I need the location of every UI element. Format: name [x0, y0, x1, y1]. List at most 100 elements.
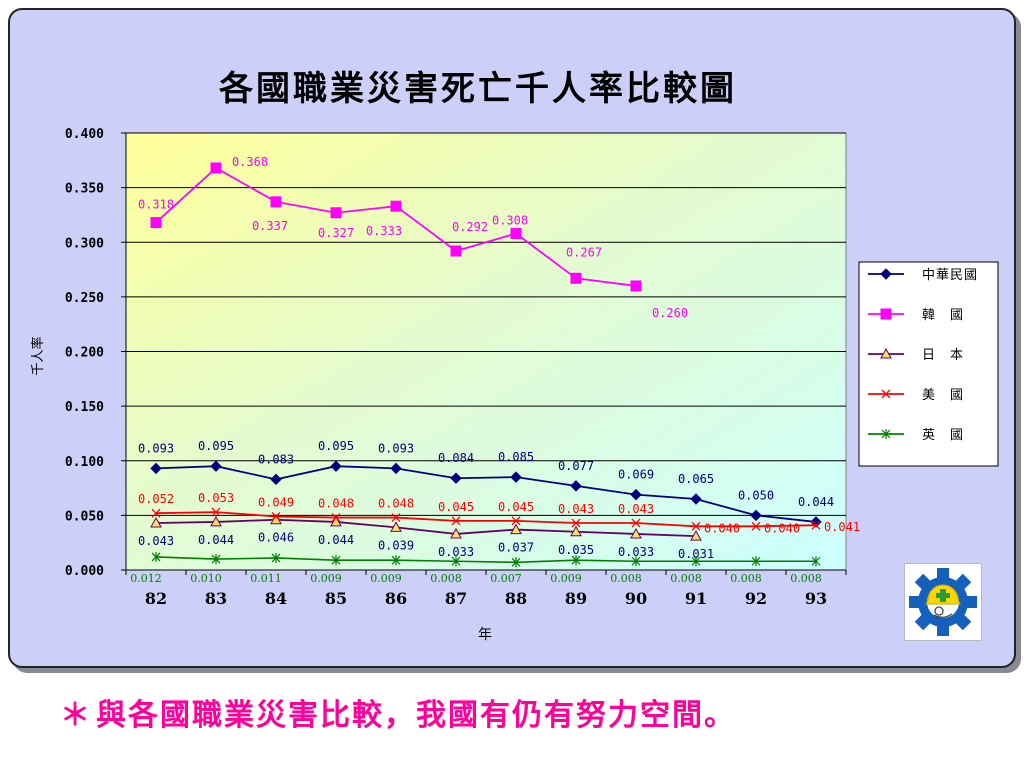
data-label: 0.010 — [190, 572, 222, 585]
data-point — [690, 530, 702, 541]
data-label: 0.008 — [430, 572, 462, 585]
data-point — [270, 473, 282, 486]
data-label: 0.095 — [198, 439, 234, 453]
data-point — [630, 527, 642, 539]
caption-text: 與各國職業災害比較，我國有仍有努力空間。 — [96, 698, 736, 733]
data-point — [570, 525, 582, 537]
data-label: 0.044 — [798, 495, 834, 509]
data-label: 0.044 — [318, 533, 354, 547]
series-line — [155, 511, 817, 528]
data-point — [331, 555, 341, 566]
data-point — [570, 480, 582, 492]
data-point — [450, 472, 462, 484]
data-label: 0.044 — [198, 533, 234, 547]
data-label: 0.007 — [490, 572, 522, 585]
data-label: 0.045 — [438, 500, 474, 514]
legend-marker — [881, 429, 891, 439]
x-tick-label: 87 — [445, 589, 467, 608]
y-axis-label: 千人率 — [30, 336, 46, 375]
legend-marker — [880, 308, 892, 320]
data-point — [391, 513, 401, 523]
y-axis: 0.000 0.050 0.100 0.150 0.200 0.250 0.300 0.350… — [65, 127, 127, 579]
data-label: 0.041 — [824, 520, 860, 534]
series-lines — [150, 162, 822, 568]
data-point — [210, 162, 222, 174]
data-point — [451, 556, 461, 567]
x-marker-stroke — [151, 508, 161, 518]
data-labels: 0.093 0.095 0.083 0.095 0.093 0.084 0.085 0.077… — [130, 155, 860, 585]
data-point — [631, 518, 641, 528]
data-label: 0.039 — [378, 538, 414, 552]
data-label: 0.043 — [618, 502, 654, 516]
x-tick-label: 93 — [805, 589, 827, 608]
series-line — [155, 465, 817, 523]
x-marker-stroke — [751, 521, 761, 531]
data-point — [451, 516, 461, 526]
data-label: 0.337 — [252, 219, 288, 233]
data-label: 0.318 — [138, 198, 174, 212]
data-label: 0.053 — [198, 491, 234, 505]
caption-star: ＊ — [60, 698, 92, 733]
data-point — [691, 521, 701, 531]
data-label: 0.084 — [438, 451, 474, 465]
data-point — [330, 460, 342, 472]
data-label: 0.033 — [618, 545, 654, 559]
x-tick-label: 92 — [745, 589, 767, 608]
data-label: 0.040 — [704, 521, 740, 535]
data-label: 0.043 — [558, 502, 594, 516]
data-point — [811, 556, 821, 567]
legend-box — [858, 261, 999, 467]
x-marker-stroke — [571, 518, 581, 528]
x-marker-stroke — [631, 518, 641, 528]
data-label: 0.008 — [790, 572, 822, 585]
data-point — [150, 516, 162, 528]
x-marker-stroke — [271, 512, 281, 521]
legend-label: 中華民國 — [922, 268, 978, 283]
data-point — [631, 556, 641, 567]
data-label: 0.260 — [652, 306, 688, 320]
legend-label: 英 國 — [922, 428, 964, 443]
y-tick-label: 0.200 — [65, 346, 104, 361]
data-label: 0.292 — [452, 220, 488, 234]
data-label: 0.037 — [498, 541, 534, 555]
data-label: 0.065 — [678, 472, 714, 486]
data-point — [210, 460, 222, 472]
data-point — [330, 515, 342, 527]
x-tick-label: 85 — [325, 589, 347, 608]
data-label: 0.031 — [678, 547, 714, 561]
data-point — [330, 207, 342, 219]
data-point — [390, 462, 402, 475]
data-label: 0.095 — [318, 439, 354, 453]
data-label: 0.008 — [670, 572, 702, 585]
data-label: 0.083 — [258, 452, 294, 466]
data-label: 0.033 — [438, 545, 474, 559]
data-point — [391, 555, 401, 566]
x-marker-stroke — [691, 521, 701, 531]
x-tick-label: 86 — [385, 589, 407, 608]
data-label: 0.050 — [738, 488, 774, 502]
data-point — [690, 493, 702, 505]
legend-label: 韓 國 — [922, 308, 964, 323]
data-label: 0.008 — [730, 572, 762, 585]
data-label: 0.333 — [366, 224, 402, 238]
data-label: 0.009 — [310, 572, 342, 585]
y-tick-label: 0.150 — [65, 400, 104, 415]
data-point — [751, 521, 761, 531]
data-point — [151, 508, 161, 518]
data-label: 0.308 — [492, 214, 528, 228]
chart-title: 各國職業災害死亡千人率比較圖 — [219, 69, 737, 109]
y-tick-label: 0.050 — [65, 509, 104, 524]
series-line — [155, 556, 816, 564]
data-label: 0.093 — [378, 441, 414, 455]
gridlines — [126, 132, 846, 516]
data-point — [390, 200, 402, 212]
data-point — [751, 556, 761, 567]
data-label: 0.267 — [566, 245, 602, 259]
data-point — [511, 516, 521, 526]
data-point — [571, 555, 581, 566]
data-point — [630, 488, 642, 501]
data-point — [811, 520, 821, 530]
data-label: 0.043 — [138, 534, 174, 548]
data-point — [510, 228, 522, 240]
y-tick-label: 0.000 — [65, 564, 104, 579]
